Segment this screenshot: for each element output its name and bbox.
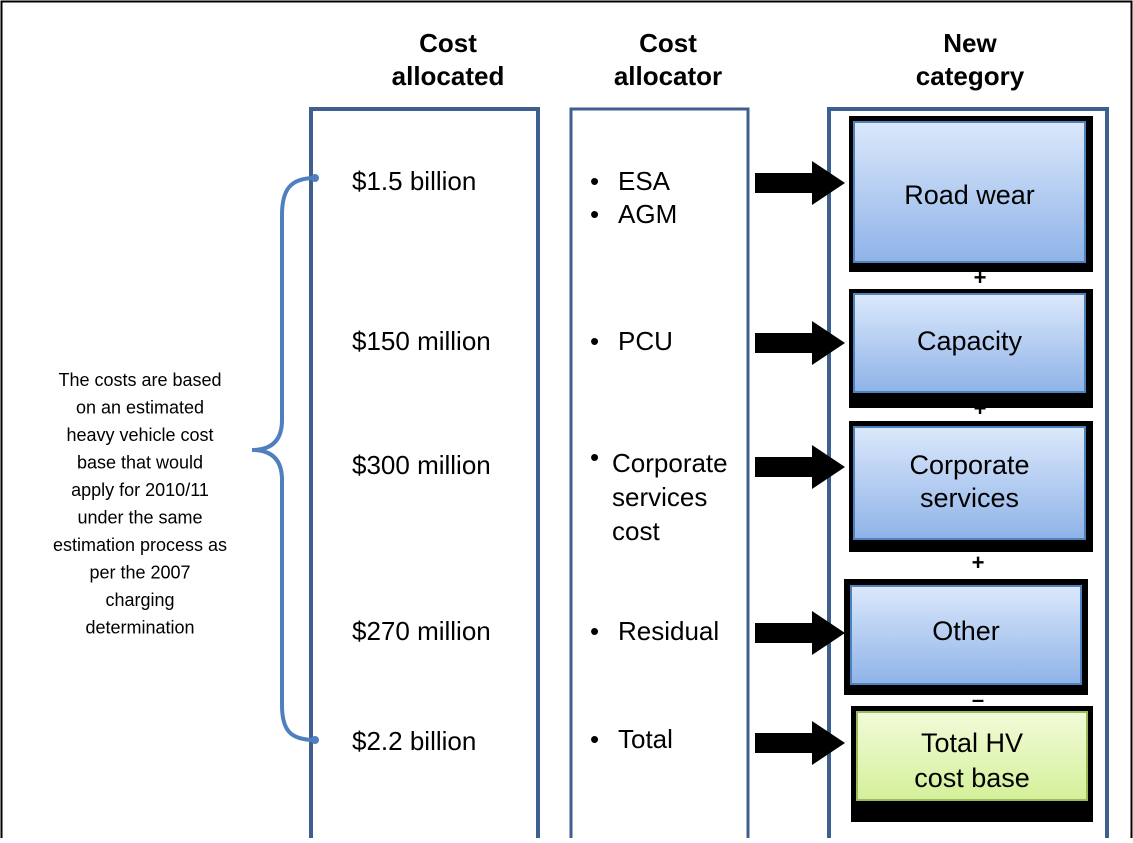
bullet: •: [590, 166, 599, 196]
brace-end: [311, 736, 319, 744]
cost-value: $270 million: [352, 616, 491, 646]
note-line: estimation process as: [53, 535, 227, 555]
category-box: [850, 585, 1082, 685]
column-header: allocated: [392, 61, 505, 91]
note-line: per the 2007: [89, 562, 190, 582]
operator: +: [974, 265, 987, 290]
operator: +: [974, 396, 987, 421]
allocator-item: AGM: [618, 199, 677, 229]
category-box: [853, 293, 1086, 393]
note-line: heavy vehicle cost: [66, 425, 213, 445]
category-label: Road wear: [904, 180, 1035, 210]
bullet: •: [590, 442, 599, 472]
allocator-item: Corporate: [612, 448, 728, 478]
arrow: [755, 611, 845, 655]
note-line: charging: [105, 590, 174, 610]
arrow: [755, 321, 845, 365]
arrow: [755, 445, 845, 489]
category-label: Capacity: [917, 326, 1023, 356]
cost-column: [309, 107, 540, 843]
allocator-item: PCU: [618, 326, 673, 356]
category-box: [853, 121, 1086, 263]
category-label: Other: [932, 616, 1000, 646]
note-line: under the same: [77, 507, 202, 527]
note-line: base that would: [77, 452, 203, 472]
cost-value: $150 million: [352, 326, 491, 356]
cost-value: $2.2 billion: [352, 726, 476, 756]
category-label: Corporate: [909, 450, 1029, 480]
bullet: •: [590, 724, 599, 754]
category-label: Total HV: [921, 728, 1023, 758]
column-header: category: [916, 61, 1025, 91]
operator: –: [972, 687, 984, 712]
allocator-item: services: [612, 482, 707, 512]
note-line: on an estimated: [76, 397, 204, 417]
note-line: determination: [85, 617, 194, 637]
category-label: services: [920, 483, 1019, 513]
bullet: •: [590, 326, 599, 356]
allocator-item: cost: [612, 516, 660, 546]
cost-value: $300 million: [352, 450, 491, 480]
allocator-item: Residual: [618, 616, 719, 646]
bullet: •: [590, 616, 599, 646]
column-header: Cost: [639, 28, 697, 58]
brace-end: [311, 174, 319, 182]
column-header: Cost: [419, 28, 477, 58]
allocator-item: ESA: [618, 166, 671, 196]
bullet: •: [590, 199, 599, 229]
category-label: cost base: [914, 763, 1030, 793]
arrow: [755, 721, 845, 765]
category-box: [853, 426, 1086, 540]
category-column: [827, 107, 1109, 843]
category-box: [856, 711, 1088, 801]
allocator-column: [569, 107, 750, 843]
cost-value: $1.5 billion: [352, 166, 476, 196]
allocator-item: Total: [618, 724, 673, 754]
arrow: [755, 161, 845, 205]
column-header: allocator: [614, 61, 722, 91]
note-line: The costs are based: [58, 370, 221, 390]
brace: [251, 176, 316, 742]
note-line: apply for 2010/11: [71, 480, 209, 500]
column-header: New: [943, 28, 997, 58]
operator: +: [972, 550, 985, 575]
